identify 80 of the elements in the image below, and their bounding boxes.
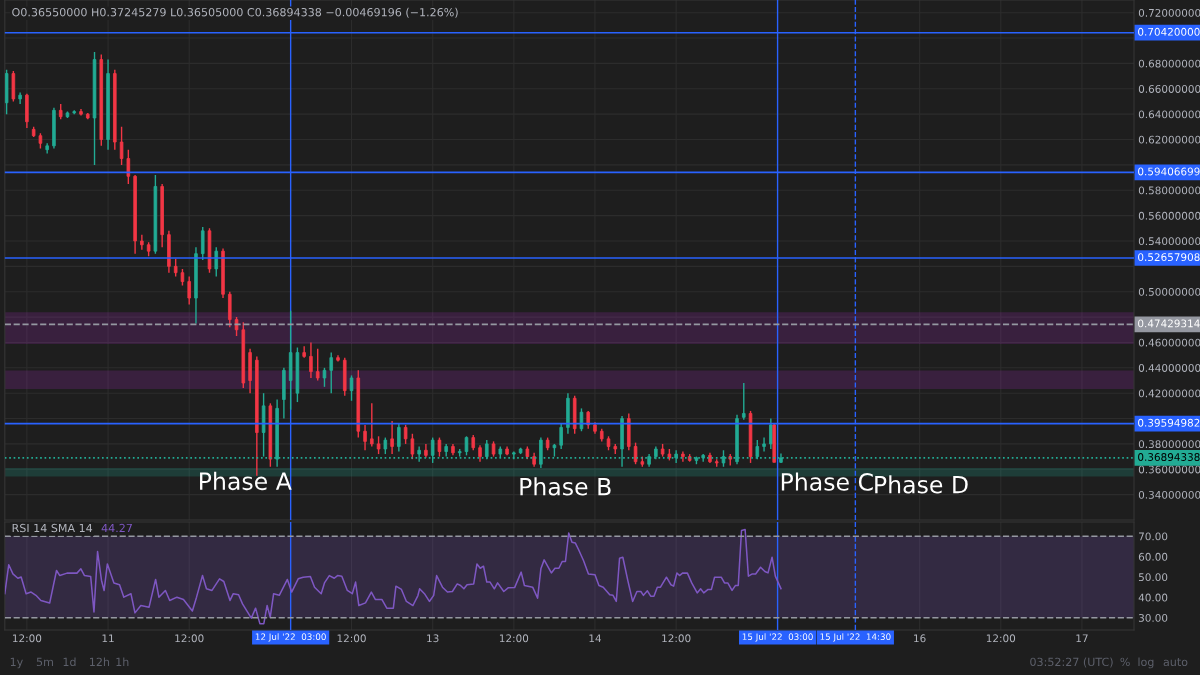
candlestick — [390, 420, 394, 455]
text: % — [1120, 657, 1130, 667]
candlestick — [126, 148, 131, 185]
annotation: Phase D — [875, 475, 968, 494]
annotation: Phase C — [781, 472, 873, 491]
candlestick — [329, 351, 333, 394]
y-tick-label: 0.44000000 — [1138, 364, 1200, 372]
y-tick-label: 0.46000000 — [1138, 338, 1200, 347]
ref-line-label: 0.70420000 — [1138, 27, 1200, 36]
text: 1d — [63, 657, 76, 667]
x-tick-label: 12:00 — [662, 634, 691, 643]
candlestick — [403, 424, 408, 445]
x-tick-label: 14 — [589, 634, 602, 643]
candlestick — [464, 435, 469, 457]
y-tick-label: 0.68000000 — [1138, 59, 1200, 68]
x-tick-label: 12:00 — [337, 634, 366, 643]
ref-line-label: 12 Jul '22 03:00 — [255, 633, 326, 642]
candlestick — [322, 367, 327, 388]
text: 12h — [90, 657, 110, 666]
candlestick — [559, 422, 563, 450]
x-tick-label: 12:00 — [986, 634, 1016, 643]
y-tick-label: 60.00 — [1138, 552, 1168, 561]
x-tick-label: 13 — [427, 634, 439, 643]
x-tick-label: 12:00 — [175, 634, 204, 643]
chart-subtitle: 44.27 — [101, 523, 132, 533]
x-tick-label: 12:00 — [13, 634, 42, 643]
annotation: Phase B — [520, 477, 611, 496]
y-tick-label: 0.34000000 — [1138, 490, 1200, 499]
candlestick — [363, 424, 367, 451]
y-tick-label: 0.72000000 — [1138, 8, 1200, 17]
candlestick — [410, 433, 415, 460]
y-tick-label: 30.00 — [1138, 613, 1168, 622]
candlestick — [370, 402, 374, 448]
candlestick — [397, 422, 401, 453]
candlestick — [234, 316, 239, 337]
candlestick — [119, 126, 124, 166]
candlestick — [200, 226, 205, 261]
text: 5m — [36, 657, 53, 667]
y-tick-label: 0.38000000 — [1138, 440, 1200, 449]
y-tick-label: 0.56000000 — [1138, 211, 1200, 220]
candlestick — [315, 348, 320, 382]
candlestick — [633, 441, 638, 465]
y-tick-label: 0.54000000 — [1138, 237, 1200, 246]
ref-line-label: 0.52657908 — [1138, 253, 1200, 262]
ref-line-label: 15 Jul '22 03:00 — [742, 633, 813, 642]
candlestick — [187, 275, 191, 306]
ref-line-label: 15 Jul '22 14:30 — [820, 633, 891, 642]
candlestick — [349, 374, 354, 402]
candlestick — [140, 233, 144, 251]
ref-line-label: 0.39594982 — [1138, 418, 1200, 427]
candlestick — [762, 436, 766, 453]
candlestick — [579, 407, 584, 432]
text: O0.36550000 H0.37245279 L0.36505000 C0.36894338 −0.00469196 (−1.26%) — [12, 7, 458, 18]
chart-title: RSI 14 SMA 14 — [12, 523, 93, 533]
y-tick-label: 70.00 — [1139, 532, 1168, 541]
x-tick-label: 12:00 — [499, 634, 529, 643]
y-tick-label: 0.64000000 — [1138, 110, 1200, 119]
y-tick-label: 0.58000000 — [1138, 186, 1200, 195]
y-tick-label: 40.00 — [1138, 593, 1168, 602]
y-tick-label: 0.66000000 — [1138, 85, 1200, 93]
text: 1h — [116, 657, 129, 666]
x-tick-label: 16 — [914, 634, 926, 643]
x-tick-label: 17 — [1076, 634, 1088, 643]
y-tick-label: 0.42000000 — [1138, 389, 1200, 398]
text: 1y — [10, 657, 23, 669]
y-tick-label: 50.00 — [1138, 573, 1168, 582]
y-tick-label: 0.62000000 — [1138, 135, 1200, 144]
candlestick — [309, 341, 313, 379]
text: log — [1138, 657, 1154, 669]
text: auto — [1163, 658, 1188, 667]
x-tick-label: 11 — [102, 634, 114, 643]
ref-line-label: 0.36894338 — [1138, 453, 1200, 461]
text: 03:52:27 (UTC) — [1030, 657, 1113, 668]
y-tick-label: 0.50000000 — [1138, 287, 1200, 296]
candlestick — [214, 246, 219, 278]
ref-line-label: 0.59406699 — [1138, 167, 1200, 176]
candlestick — [742, 382, 746, 421]
y-tick-label: 0.36000000 — [1138, 465, 1200, 474]
candlestick — [437, 436, 442, 458]
ref-line-label: 0.47429314 — [1138, 319, 1200, 328]
